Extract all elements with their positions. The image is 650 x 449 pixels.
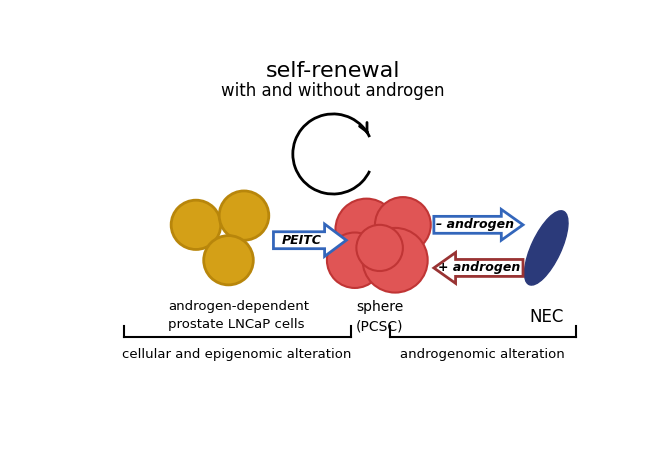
Text: – androgen: – androgen	[436, 218, 514, 231]
Text: androgen-dependent
prostate LNCaP cells: androgen-dependent prostate LNCaP cells	[168, 300, 309, 331]
Text: PEITC: PEITC	[282, 234, 322, 247]
Circle shape	[375, 197, 431, 252]
Circle shape	[327, 233, 383, 288]
Text: + androgen: + androgen	[437, 261, 520, 274]
Text: NEC: NEC	[529, 308, 564, 326]
Polygon shape	[274, 224, 346, 256]
Text: self-renewal: self-renewal	[266, 61, 400, 81]
Circle shape	[203, 236, 254, 285]
Circle shape	[356, 225, 403, 271]
Circle shape	[171, 200, 221, 250]
Text: cellular and epigenomic alteration: cellular and epigenomic alteration	[122, 348, 351, 361]
Polygon shape	[434, 209, 523, 240]
Text: androgenomic alteration: androgenomic alteration	[400, 348, 565, 361]
Text: with and without androgen: with and without androgen	[222, 82, 445, 100]
Circle shape	[219, 191, 269, 240]
Text: sphere
(PCSC): sphere (PCSC)	[356, 300, 404, 334]
Circle shape	[363, 228, 428, 293]
Circle shape	[335, 198, 397, 260]
Polygon shape	[434, 252, 523, 283]
Ellipse shape	[525, 211, 568, 285]
